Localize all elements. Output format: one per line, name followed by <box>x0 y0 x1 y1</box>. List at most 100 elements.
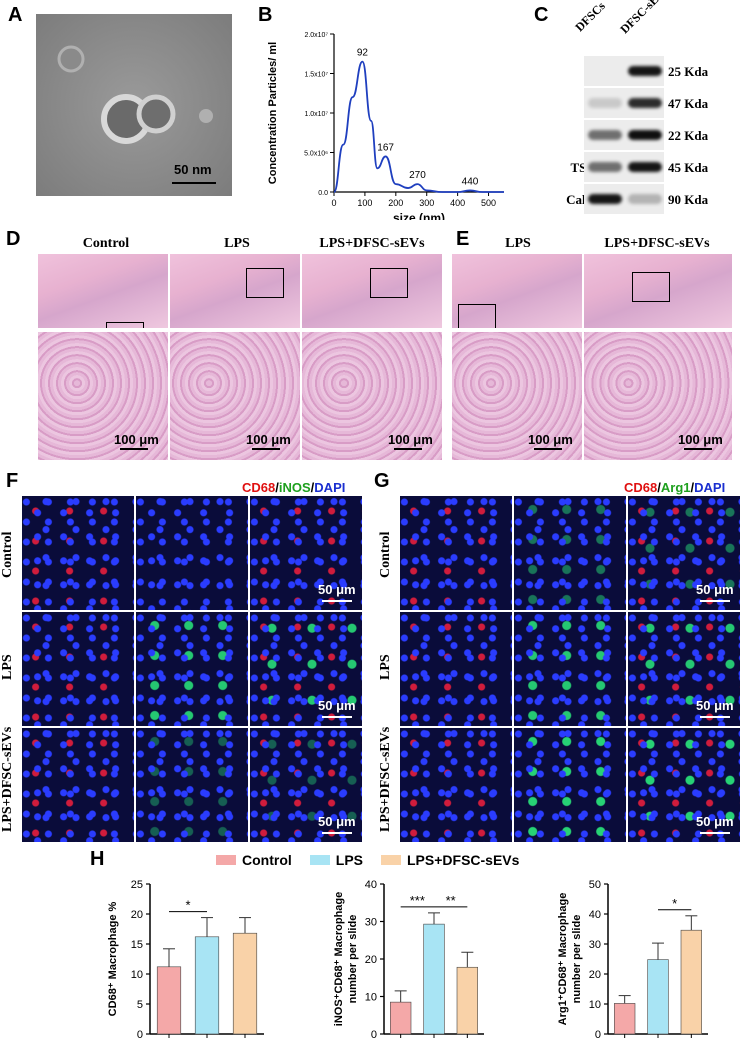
panel-letter-f: F <box>6 470 19 492</box>
x-tick-label: 200 <box>388 198 403 208</box>
he-d-col-lps: LPS <box>224 236 250 251</box>
x-tick-label: 300 <box>419 198 434 208</box>
sig-label: * <box>672 896 677 911</box>
sig-label: ** <box>446 893 456 908</box>
scale-bar <box>534 448 562 450</box>
nta-chart: 0.0 5.0x10⁶ 1.0x10⁷ 1.5x10⁷ 2.0x10⁷ 0 100 200 30… <box>267 32 504 220</box>
bar <box>614 1003 636 1035</box>
fl-image-tile <box>250 496 362 610</box>
fl-image-tile <box>514 496 626 610</box>
he-e-zoom <box>584 332 732 460</box>
fl-image-tile <box>514 728 626 842</box>
fl-image-tile <box>22 728 134 842</box>
fl-row-label: LPS <box>0 654 15 680</box>
tem-image: 50 nm <box>36 14 232 196</box>
y-tick-label: 15 <box>131 939 143 951</box>
wb-band <box>588 66 622 76</box>
scale-bar <box>684 448 712 450</box>
g-stain-legend: CD68/Arg1/DAPI <box>624 480 726 495</box>
y-axis-title: number per slide <box>347 915 359 1004</box>
bar <box>456 966 478 1035</box>
wb-band <box>588 98 622 108</box>
scale-label: 100 μm <box>388 432 433 447</box>
he-e-overview <box>452 254 582 328</box>
zoom-box <box>106 322 144 328</box>
x-tick-label: 0 <box>331 198 336 208</box>
fl-image-tile <box>136 496 248 610</box>
x-axis-title: size (nm) <box>393 211 445 220</box>
he-d-col-control: Control <box>82 236 130 251</box>
scale-bar <box>172 182 216 184</box>
fl-image-tile <box>136 728 248 842</box>
wb-col-dfscs: DFSCs <box>572 0 608 35</box>
y-tick-label: 5 <box>137 999 143 1011</box>
legend-sevs: LPS+DFSC-sEVs <box>381 852 519 868</box>
fl-row-label: Control <box>0 531 15 579</box>
y-axis-title: Concentration Particles/ ml <box>267 42 279 184</box>
legend-lps: LPS <box>309 852 363 868</box>
panel-letter-c: C <box>534 4 549 26</box>
he-d-zoom <box>38 332 168 460</box>
bar <box>194 936 220 1035</box>
bar <box>647 959 669 1035</box>
scale-bar <box>322 600 352 602</box>
wb-band <box>588 194 622 204</box>
fl-row-label: LPS+DFSC-sEVs <box>0 726 15 832</box>
wb-band <box>588 130 622 140</box>
y-tick-label: 0 <box>371 1029 377 1041</box>
peak-label: 92 <box>357 48 369 59</box>
nta-line <box>333 60 504 193</box>
sig-label: *** <box>410 893 425 908</box>
he-d-overview <box>302 254 442 328</box>
x-tick-label: 400 <box>450 198 465 208</box>
zoom-box <box>246 268 284 298</box>
y-tick-label: 10 <box>131 969 143 981</box>
fl-image-tile <box>400 496 512 610</box>
x-tick-label: 100 <box>357 198 372 208</box>
scale-label: 100 μm <box>678 432 723 447</box>
fl-image-tile <box>400 612 512 726</box>
fl-image-tile <box>22 496 134 610</box>
wb-kda-label: 47 Kda <box>668 96 709 111</box>
wb-kda-label: 90 Kda <box>668 192 709 207</box>
wb-band <box>588 162 622 172</box>
x-tick-label: 500 <box>481 198 496 208</box>
scale-label: 100 μm <box>114 432 159 447</box>
fl-image-tile <box>400 728 512 842</box>
legend-control: Control <box>216 852 292 868</box>
scale-bar <box>322 832 352 834</box>
panel-letter-g: G <box>374 470 390 492</box>
scale-bar <box>322 716 352 718</box>
scale-bar <box>252 448 280 450</box>
panel-letter-h: H <box>90 848 105 870</box>
y-axis-title: Arg1⁺CD68⁺ Macrophage <box>557 893 569 1026</box>
bar <box>390 1001 412 1035</box>
fl-row-label: Control <box>378 531 393 579</box>
y-tick-label: 10 <box>365 992 377 1004</box>
scale-label: 50 μm <box>318 814 356 829</box>
he-d-overview <box>170 254 300 328</box>
scale-bar <box>120 448 148 450</box>
he-d-zoom <box>170 332 300 460</box>
bar-chart-cd68: 0 5 10 15 20 25 * CD68⁺ Macrophage % <box>107 879 264 1041</box>
he-e-zoom <box>452 332 582 460</box>
scale-label: 100 μm <box>528 432 573 447</box>
fl-image-tile <box>628 612 740 726</box>
fl-image-tile <box>136 612 248 726</box>
y-tick-label: 5.0x10⁶ <box>304 151 328 158</box>
y-tick-label: 2.0x10⁷ <box>304 32 328 39</box>
zoom-box <box>370 268 408 298</box>
y-tick-label: 50 <box>589 879 601 891</box>
y-tick-label: 0 <box>137 1029 143 1041</box>
wb-col-sevs: DFSC-sEVs <box>617 0 671 37</box>
fl-image-tile <box>628 496 740 610</box>
he-d-zoom <box>302 332 442 460</box>
fl-image-tile <box>250 728 362 842</box>
panel-letter-d: D <box>6 228 21 250</box>
y-tick-label: 1.5x10⁷ <box>304 72 328 79</box>
y-axis-title: CD68⁺ Macrophage % <box>107 901 119 1016</box>
y-axis-title: iNOS⁺CD68⁺ Macrophage <box>333 892 345 1026</box>
he-d-col-sevs: LPS+DFSC-sEVs <box>319 236 425 251</box>
he-e-overview <box>584 254 732 328</box>
